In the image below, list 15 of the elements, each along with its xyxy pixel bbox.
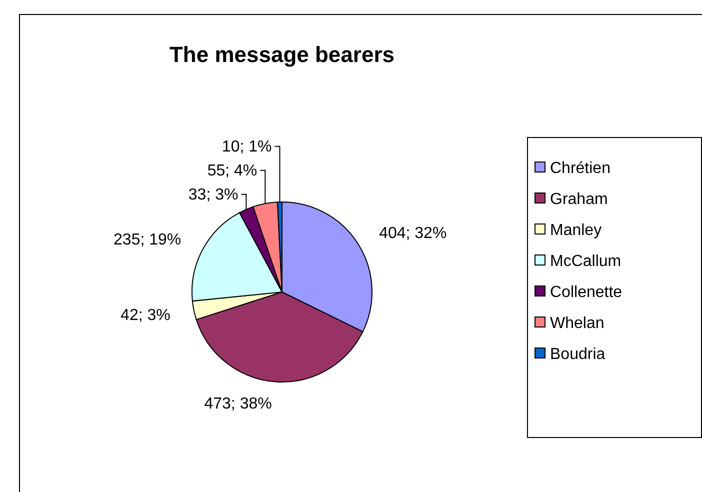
data-label: 404; 32%	[379, 224, 447, 242]
data-label: 42; 3%	[120, 306, 170, 324]
legend-label: Boudria	[550, 346, 606, 363]
data-label: 55; 4%	[207, 162, 258, 180]
legend-label: Chrétien	[550, 160, 610, 177]
legend-label: Manley	[550, 222, 602, 239]
data-label: 235; 19%	[114, 231, 182, 248]
data-label: 10; 1%	[222, 138, 272, 156]
legend-label: McCallum	[550, 253, 622, 270]
data-label: 473; 38%	[204, 396, 272, 413]
chart-title: The message bearers	[169, 42, 395, 67]
legend-label: Collenette	[550, 284, 622, 301]
legend-label: Graham	[550, 191, 608, 208]
data-label: 33; 3%	[188, 186, 238, 204]
legend-label: Whelan	[550, 315, 604, 332]
